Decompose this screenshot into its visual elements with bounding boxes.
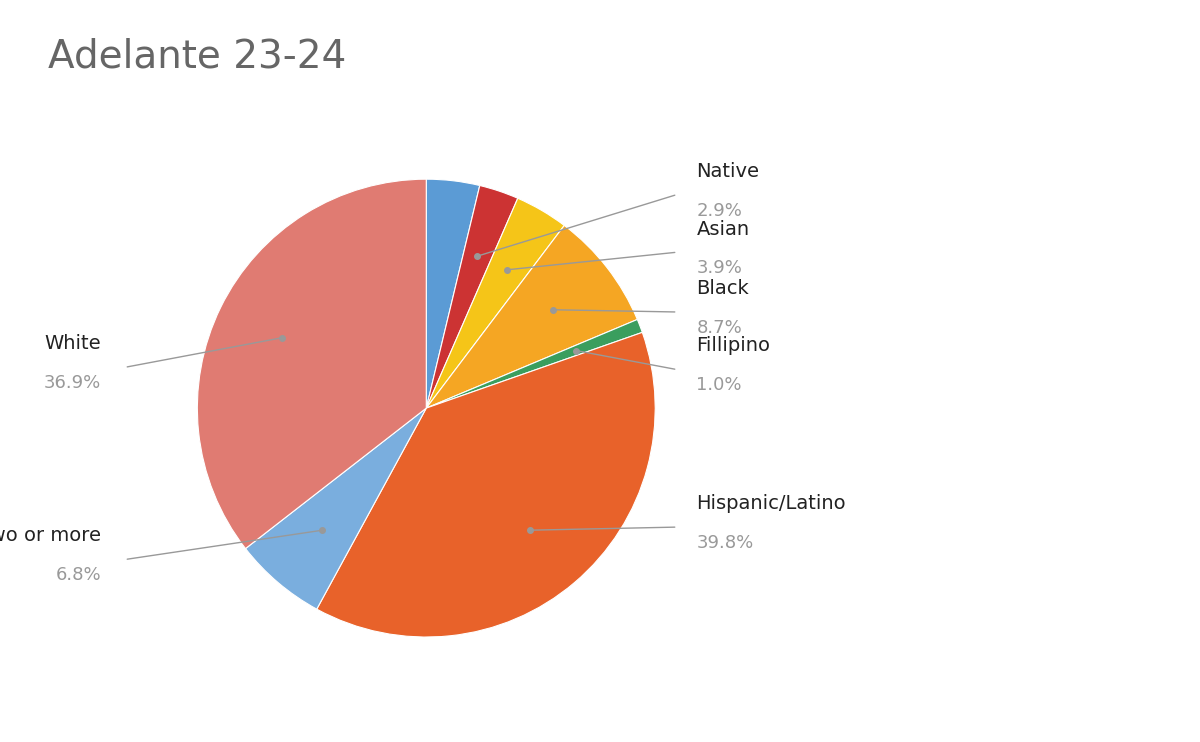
Text: 2.9%: 2.9% bbox=[696, 202, 743, 220]
Text: Native: Native bbox=[696, 162, 760, 182]
Text: 1.0%: 1.0% bbox=[696, 376, 742, 394]
Text: Fillipino: Fillipino bbox=[696, 336, 770, 355]
Wedge shape bbox=[426, 198, 564, 408]
Text: Asian: Asian bbox=[696, 220, 750, 239]
Text: 39.8%: 39.8% bbox=[696, 534, 754, 552]
Text: Hispanic/Latino: Hispanic/Latino bbox=[696, 494, 846, 513]
Wedge shape bbox=[246, 408, 426, 609]
Wedge shape bbox=[426, 320, 642, 408]
Wedge shape bbox=[426, 179, 480, 408]
Text: Black: Black bbox=[696, 279, 749, 298]
Wedge shape bbox=[426, 226, 637, 408]
Text: 36.9%: 36.9% bbox=[44, 374, 101, 392]
Wedge shape bbox=[426, 186, 517, 408]
Text: Adelante 23-24: Adelante 23-24 bbox=[48, 37, 347, 75]
Text: Two or more: Two or more bbox=[0, 527, 101, 545]
Wedge shape bbox=[197, 179, 426, 548]
Text: 3.9%: 3.9% bbox=[696, 259, 743, 278]
Text: 6.8%: 6.8% bbox=[55, 566, 101, 584]
Text: White: White bbox=[44, 334, 101, 353]
Text: 8.7%: 8.7% bbox=[696, 319, 742, 337]
Wedge shape bbox=[317, 332, 655, 637]
